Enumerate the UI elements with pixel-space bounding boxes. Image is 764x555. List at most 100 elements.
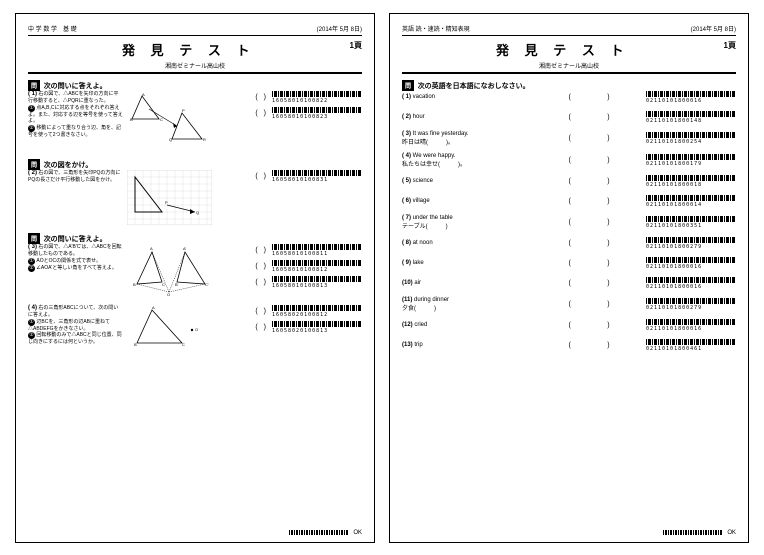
bracket-close: ) (607, 198, 609, 205)
list-item: ( 8) at noon()02110101800279 (402, 237, 736, 250)
svg-text:R: R (203, 137, 206, 142)
section-2: 問 次の図をかけ。 ( 2) 右の図で、三角形を矢印PQの方向にPQの長さだけ平… (28, 159, 362, 227)
header-right: (2014年 5月 8日) (317, 24, 362, 33)
section-label: 問 (28, 233, 40, 244)
bracket-close: ) (607, 260, 609, 267)
section-1: 問 次の問いに答えよ。 ( 1) 右の図で、△ABCを矢印の方向に平行移動すると… (28, 80, 362, 153)
item-text: ( 5) science (402, 178, 532, 184)
section-label: 問 (402, 80, 414, 91)
bracket-open: ( (568, 260, 570, 267)
answer-col: ()16058020100812 ()16058020100813 (216, 305, 362, 337)
list-item: (13) trip()02110101800461 (402, 339, 736, 352)
q-subtext: 辺BCを、三角形の辺ABに重ねて△ABDEFGをかきなさい。 (28, 319, 110, 332)
barcode: 02110101800279 (646, 237, 736, 250)
footer-ok: OK (353, 530, 362, 536)
list-item: ( 9) lake()02110101800016 (402, 257, 736, 270)
bracket-open: ( (568, 219, 570, 226)
q-subtext: 移動によって重なり合う辺、角を、記号を使って2つ書きなさい。 (28, 125, 121, 138)
section-english: 問 次の英語を日本語になおしなさい。 ( 1) vacation()021101… (402, 80, 736, 352)
section-title: 次の英語を日本語になおしなさい。 (418, 83, 530, 90)
list-item: ( 6) village()02110101800014 (402, 195, 736, 208)
barcode: 02110101800279 (646, 298, 736, 311)
footer-barcode (663, 530, 723, 535)
bracket-open: ( (568, 301, 570, 308)
left-page: 中 学 数 学 基 礎 (2014年 5月 8日) 1頁 発 見 テ ス ト 湘… (15, 13, 375, 543)
title-block: 1頁 発 見 テ ス ト (402, 40, 736, 59)
answer-line: ( ) 16058010100823 (216, 107, 362, 120)
section-label: 問 (28, 159, 40, 170)
list-item: (11) during dinner夕食( )()02110101800279 (402, 297, 736, 312)
list-item: ( 1) vacation()02110101800016 (402, 91, 736, 104)
barcode: 02110101800254 (646, 132, 736, 145)
bracket-open: ( (568, 240, 570, 247)
subtitle: 湘南ゼミナール高山校 (28, 61, 362, 74)
answer-line: ()16058010100811 (216, 244, 362, 257)
q-num: ( 3) (28, 244, 37, 250)
svg-text:O: O (195, 327, 198, 332)
bracket-close: ) (264, 94, 266, 101)
bracket-close: ) (607, 178, 609, 185)
header-right: (2014年 5月 8日) (691, 24, 736, 33)
svg-text:P: P (182, 108, 185, 113)
bracket-close: ) (264, 110, 266, 117)
q-subtext: ∠AOA'と等しい角をすべて答えよ。 (36, 265, 116, 271)
svg-text:C': C' (205, 282, 209, 287)
bracket-close: ) (607, 322, 609, 329)
section-3: 問 次の問いに答えよ。 ( 3) 右の図で、△A'B'C'は、△ABCを回転移動… (28, 233, 362, 352)
bracket-close: ) (607, 114, 609, 121)
item-text: (12) cried (402, 322, 532, 328)
q-subtext: 点A,B,Cに対応する点をそれぞれ答えよ。また、対応する辺を等号を使って答えよ。 (28, 105, 123, 125)
q-num: ( 4) (28, 305, 37, 311)
barcode: 02110101800148 (646, 111, 736, 124)
svg-text:A: A (152, 305, 155, 310)
q-body: 右の三角形ABCについて、次の問いに答えよ。 (28, 305, 118, 319)
main-title: 発 見 テ ス ト (496, 40, 629, 59)
barcode: 02110101800351 (646, 216, 736, 229)
page-footer: OK (663, 530, 736, 536)
item-list: ( 1) vacation()02110101800016( 2) hour()… (402, 91, 736, 352)
answer-line: ( ) 16058010100822 (216, 91, 362, 104)
page-header: 中 学 数 学 基 礎 (2014年 5月 8日) (28, 24, 362, 36)
bracket-close: ) (607, 94, 609, 101)
bullet-icon: ② (28, 125, 35, 132)
svg-text:Q: Q (196, 210, 199, 215)
list-item: ( 3) It was fine yesterday.昨日は晴( )。()021… (402, 131, 736, 146)
question-row: ( 1) 右の図で、△ABCを矢印の方向に平行移動すると、△PQRに重なった。 … (28, 91, 362, 153)
question-text: ( 3) 右の図で、△A'B'C'は、△ABCを回転移動したものである。 ① A… (28, 244, 123, 272)
barcode: 02110101800179 (646, 154, 736, 167)
figure-triangles: ABC PQR (127, 91, 212, 153)
bullet-icon: ① (28, 258, 35, 265)
list-item: ( 4) We were happy.私たちは幸せ( )。()021101018… (402, 153, 736, 168)
bracket-open: ( (568, 114, 570, 121)
barcode: 02110101800461 (646, 339, 736, 352)
list-item: (10) air()02110101800016 (402, 277, 736, 290)
item-text: (13) trip (402, 342, 532, 348)
item-text: ( 4) We were happy.私たちは幸せ( )。 (402, 153, 532, 168)
barcode: 02110101800016 (646, 319, 736, 332)
section-title: 次の図をかけ。 (44, 162, 93, 169)
bracket-close: ) (607, 280, 609, 287)
bracket-open: ( (568, 322, 570, 329)
bracket-open: ( (568, 135, 570, 142)
q-body: 右の図で、三角形を矢印PQの方向にPQの長さだけ平行移動した図をかけ。 (28, 170, 120, 184)
question-row: ( 4) 右の三角形ABCについて、次の問いに答えよ。 ① 辺BCを、三角形の辺… (28, 305, 362, 352)
barcode: 16058010100823 (272, 107, 362, 120)
bracket-open: ( (568, 198, 570, 205)
title-block: 1頁 発 見 テ ス ト (28, 40, 362, 59)
item-text: ( 9) lake (402, 260, 532, 266)
barcode: 16058010100822 (272, 91, 362, 104)
svg-text:O: O (167, 292, 170, 297)
list-item: (12) cried () 02110101800016 (402, 319, 736, 332)
section-title: 次の問いに答えよ。 (44, 236, 107, 243)
bracket-close: ) (264, 173, 266, 180)
question-row: ( 2) 右の図で、三角形を矢印PQの方向にPQの長さだけ平行移動した図をかけ。… (28, 170, 362, 227)
page-footer: OK (289, 530, 362, 536)
figure-fan: ABC A'B'C' O (127, 244, 212, 301)
svg-text:C: C (182, 342, 185, 347)
answer-col: ( ) 16058010100822 ( ) 16058010100823 (216, 91, 362, 123)
answer-line: ()16058020100813 (216, 321, 362, 334)
bullet-icon: ① (28, 105, 35, 112)
answer-line: ()16058010100812 (216, 260, 362, 273)
right-page: 英語 読・速読・精知表現 (2014年 5月 8日) 1頁 発 見 テ ス ト … (389, 13, 749, 543)
bracket-open: ( (568, 342, 570, 349)
